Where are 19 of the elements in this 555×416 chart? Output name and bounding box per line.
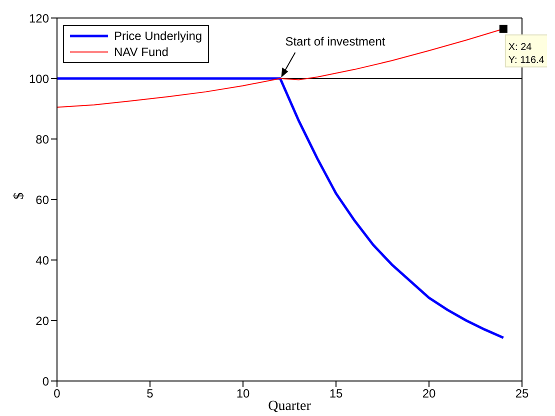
legend-label: Price Underlying — [114, 29, 202, 43]
y-tick-label: 120 — [28, 11, 50, 26]
y-tick-label: 80 — [36, 132, 50, 146]
x-tick-label: 10 — [236, 386, 250, 401]
x-axis-title: Quarter — [268, 399, 312, 414]
annotation: X: 24 Y: 116.4 — [508, 42, 545, 66]
y-tick-label: 40 — [36, 253, 50, 268]
y-axis-title: $ — [12, 192, 27, 200]
annotation: Start of investment — [285, 34, 386, 48]
x-tick-label: 5 — [146, 386, 154, 401]
y-tick-label: 20 — [36, 314, 50, 328]
x-tick-label: 0 — [54, 386, 61, 401]
y-tick-label: 100 — [28, 72, 50, 86]
y-tick-label: 60 — [36, 192, 50, 207]
legend-label: NAV Fund — [114, 45, 168, 59]
x-tick-label: 25 — [515, 386, 529, 401]
x-tick-label: 20 — [422, 386, 436, 401]
x-tick-label: 15 — [329, 386, 343, 401]
y-tick-label: 0 — [42, 374, 50, 388]
